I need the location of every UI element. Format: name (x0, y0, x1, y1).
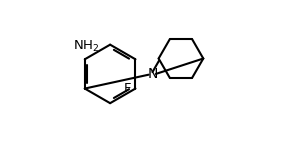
Text: NH$_2$: NH$_2$ (73, 39, 100, 54)
Text: F: F (124, 82, 132, 95)
Text: N: N (147, 67, 158, 81)
